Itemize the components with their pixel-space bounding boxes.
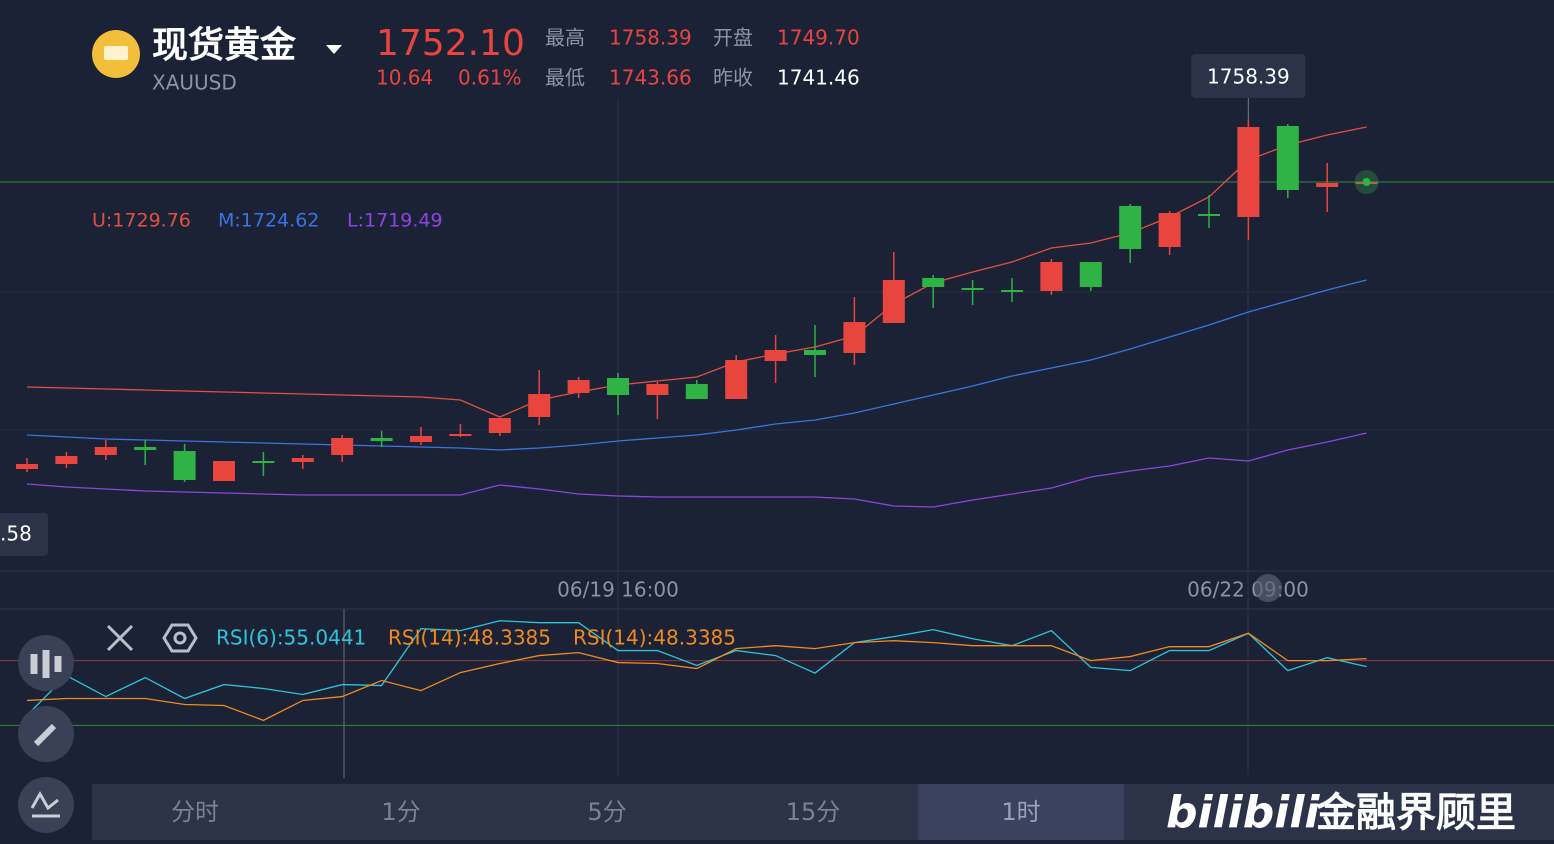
gold-bar (104, 46, 128, 60)
stat-value: 1741.46 (777, 66, 860, 90)
stat-label: 昨收 (713, 66, 753, 90)
tab-active (918, 784, 1124, 840)
candle-body (370, 438, 393, 441)
drag-handle[interactable] (1254, 574, 1282, 602)
candle-icon (30, 650, 62, 678)
candle-body (449, 434, 472, 436)
symbol: XAUUSD (152, 71, 237, 95)
candle-body (1198, 214, 1220, 216)
candle-body (804, 350, 826, 355)
candle-body (1158, 213, 1181, 247)
boll-upper: U:1729.76 (92, 210, 191, 232)
candle-body (646, 384, 669, 395)
candle-body (843, 322, 866, 353)
candle-body (685, 384, 708, 399)
change: 10.64 (376, 66, 433, 90)
close-icon[interactable] (106, 624, 134, 652)
stat-value: 1749.70 (777, 26, 860, 50)
boll-mid: M:1724.62 (218, 210, 319, 232)
x-tick-label: 06/19 16:00 (557, 578, 679, 602)
stat-label: 最高 (545, 26, 585, 50)
settings-icon[interactable] (162, 623, 198, 653)
candle-body (725, 360, 748, 399)
watermark-text: 金融界顾里 (1315, 790, 1516, 836)
rsi-legend: RSI(14):48.3385 (388, 626, 551, 650)
candle-body (528, 394, 551, 417)
candle-body (922, 278, 945, 287)
candle-body (567, 380, 590, 393)
change-pct: 0.61% (458, 66, 522, 90)
candle-body (1316, 183, 1339, 187)
stat-value: 1758.39 (609, 26, 692, 50)
price-tag-text: .58 (0, 522, 32, 546)
band-line (26, 279, 1367, 451)
x-tick-label: 06/22 09:00 (1187, 578, 1309, 602)
candle-body (607, 378, 629, 395)
candle-body (882, 280, 905, 323)
rsi-line (26, 620, 1367, 716)
tab[interactable]: 分时 (171, 798, 219, 826)
indicator-icon (30, 790, 60, 818)
candle-body (1119, 206, 1142, 249)
band-line (26, 126, 1367, 418)
chart-area (0, 119, 1554, 726)
candle-body (331, 438, 354, 455)
rsi-line (26, 632, 1367, 722)
candle-body (1001, 290, 1023, 292)
tooltip-text: 1758.39 (1207, 65, 1290, 89)
candle-body (252, 461, 275, 463)
candle-body (213, 461, 235, 481)
watermark-logo: bilibili (1166, 787, 1320, 838)
candle-body (173, 451, 196, 480)
price: 1752.10 (376, 23, 525, 64)
tab-bar (92, 784, 1554, 840)
candle-body (961, 288, 984, 290)
candle-body (410, 436, 432, 442)
boll-lower: L:1719.49 (347, 210, 443, 232)
candle-body (55, 456, 78, 464)
settings-icon-center (173, 631, 187, 645)
candle-body (1040, 262, 1063, 291)
instrument-name[interactable]: 现货黄金 (152, 24, 297, 66)
rsi-legend: RSI(6):55.0441 (216, 626, 366, 650)
band-line (26, 432, 1367, 508)
stat-value: 1743.66 (609, 66, 692, 90)
pencil-icon (33, 723, 57, 747)
candle-body (1079, 262, 1102, 287)
candle-body (134, 447, 157, 450)
candle-body (94, 447, 117, 455)
candle-body (488, 418, 511, 433)
stat-label: 开盘 (713, 26, 753, 50)
tab[interactable]: 15分 (786, 798, 841, 826)
dropdown-arrow[interactable] (326, 45, 342, 54)
rsi-legend: RSI(14):48.3385 (573, 626, 736, 650)
stat-label: 最低 (545, 66, 585, 90)
candle-body (764, 350, 787, 361)
tab[interactable]: 1分 (381, 798, 420, 826)
tab[interactable]: 5分 (587, 798, 626, 826)
candle-body (1276, 126, 1299, 190)
candle-body (291, 458, 314, 462)
price-tag (0, 513, 48, 556)
candle-body (1237, 127, 1260, 217)
tab[interactable]: 1时 (1001, 798, 1040, 826)
current-dot (1362, 178, 1371, 186)
tooltip-box (1191, 54, 1306, 98)
candle-body (16, 464, 38, 469)
